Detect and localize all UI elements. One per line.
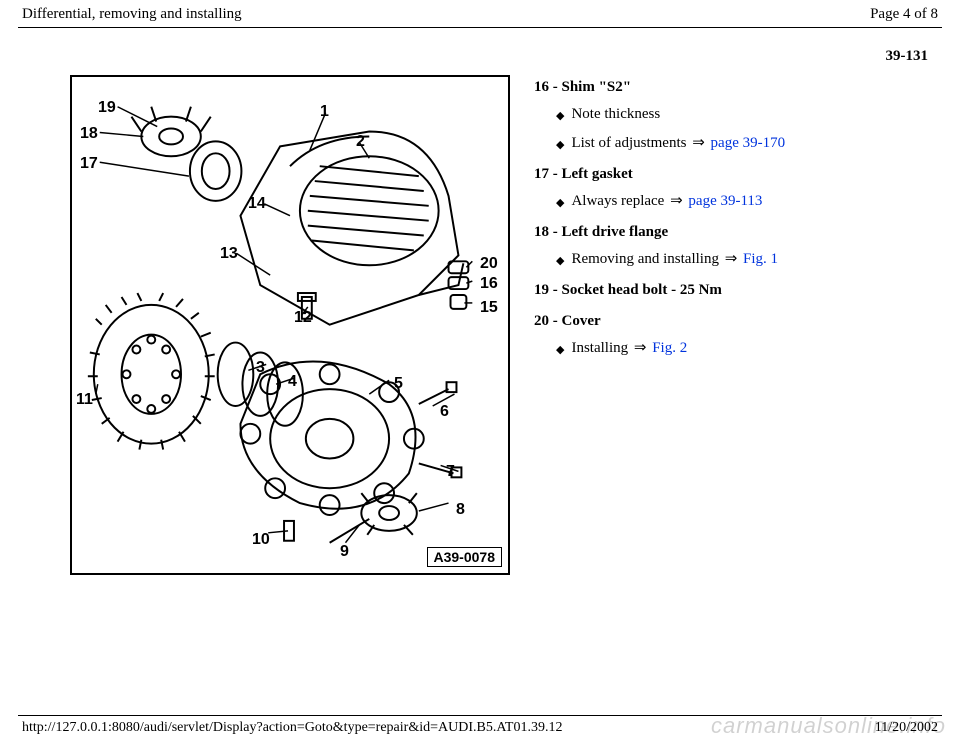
item-heading: 19 - Socket head bolt - 25 Nm (534, 280, 904, 301)
page-reference-link[interactable]: Fig. 1 (739, 251, 778, 267)
callout-14: 14 (248, 195, 266, 213)
item-sub: ◆ Installing ⇒ Fig. 2 (556, 338, 904, 359)
page-header: Differential, removing and installing Pa… (0, 0, 960, 27)
list-item: 18 - Left drive flange ◆ Removing and inst… (534, 222, 904, 270)
figure-id-label: A39-0078 (427, 547, 503, 567)
item-sub: ◆ Removing and installing ⇒ Fig. 1 (556, 249, 904, 270)
callout-2: 2 (356, 133, 365, 151)
callout-3: 3 (256, 359, 265, 377)
callout-9: 9 (340, 543, 349, 561)
page-reference-link[interactable]: page 39-170 (707, 135, 785, 151)
exploded-view-figure: 1918171214132016121534561178109 A39-0078 (70, 75, 510, 575)
diamond-bullet-icon: ◆ (556, 198, 564, 209)
callout-13: 13 (220, 245, 238, 263)
callout-15: 15 (480, 299, 498, 317)
page-reference-link[interactable]: Fig. 2 (648, 340, 687, 356)
callout-19: 19 (98, 99, 116, 117)
arrow-icon: ⇒ (632, 338, 649, 359)
arrow-icon: ⇒ (723, 249, 740, 270)
page-reference-link[interactable]: page 39-113 (685, 193, 763, 209)
page-root: Differential, removing and installing Pa… (0, 0, 960, 742)
callout-17: 17 (80, 155, 98, 173)
page-number-label: Page 4 of 8 (870, 6, 938, 23)
doc-title: Differential, removing and installing (22, 6, 242, 23)
footer-rule (18, 715, 942, 716)
content-row: 1918171214132016121534561178109 A39-0078… (0, 71, 960, 575)
list-item: 17 - Left gasket ◆ Always replace ⇒ page 3… (534, 164, 904, 212)
item-heading: 20 - Cover (534, 311, 904, 332)
callout-7: 7 (446, 463, 455, 481)
item-heading: 18 - Left drive flange (534, 222, 904, 243)
page-footer: http://127.0.0.1:8080/audi/servlet/Displ… (0, 715, 960, 736)
item-sub-text: Note thickness (571, 104, 660, 125)
callout-16: 16 (480, 275, 498, 293)
item-sub-text: Installing ⇒ Fig. 2 (571, 338, 687, 359)
diamond-bullet-icon: ◆ (556, 111, 564, 122)
callout-20: 20 (480, 255, 498, 273)
diamond-bullet-icon: ◆ (556, 345, 564, 356)
callout-10: 10 (252, 531, 270, 549)
list-item: 20 - Cover ◆ Installing ⇒ Fig. 2 (534, 311, 904, 359)
callout-1: 1 (320, 103, 329, 121)
parts-list: 16 - Shim "S2" ◆ Note thickness ◆ List of ad… (534, 75, 904, 575)
list-item: 19 - Socket head bolt - 25 Nm (534, 280, 904, 301)
item-sub-text: List of adjustments ⇒ page 39-170 (571, 133, 785, 154)
item-sub: ◆ List of adjustments ⇒ page 39-170 (556, 133, 904, 154)
figure-svg (72, 77, 508, 572)
diamond-bullet-icon: ◆ (556, 256, 564, 267)
item-heading: 16 - Shim "S2" (534, 77, 904, 98)
callout-4: 4 (288, 373, 297, 391)
callout-8: 8 (456, 501, 465, 519)
arrow-icon: ⇒ (690, 133, 707, 154)
footer-date: 11/20/2002 (875, 720, 938, 736)
callout-6: 6 (440, 403, 449, 421)
callout-5: 5 (394, 375, 403, 393)
callout-12: 12 (294, 309, 312, 327)
callout-18: 18 (80, 125, 98, 143)
item-heading: 17 - Left gasket (534, 164, 904, 185)
arrow-icon: ⇒ (668, 191, 685, 212)
item-sub: ◆ Always replace ⇒ page 39-113 (556, 191, 904, 212)
diamond-bullet-icon: ◆ (556, 140, 564, 151)
list-item: 16 - Shim "S2" ◆ Note thickness ◆ List of ad… (534, 77, 904, 154)
footer-url: http://127.0.0.1:8080/audi/servlet/Displ… (22, 720, 562, 736)
page-code: 39-131 (0, 28, 960, 71)
callout-11: 11 (76, 391, 93, 409)
item-sub-text: Removing and installing ⇒ Fig. 1 (571, 249, 778, 270)
item-sub-text: Always replace ⇒ page 39-113 (571, 191, 762, 212)
item-sub: ◆ Note thickness (556, 104, 904, 125)
